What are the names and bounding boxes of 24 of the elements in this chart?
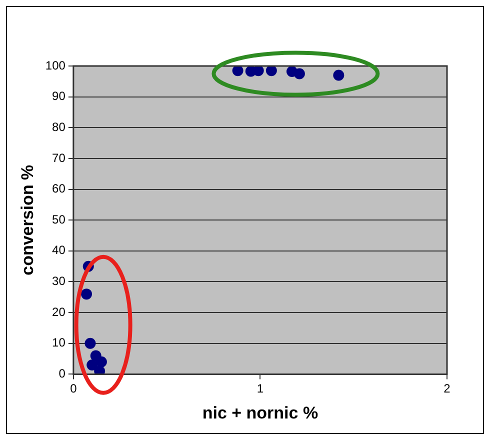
x-tick-label: 2 — [444, 382, 451, 396]
y-tick-label: 50 — [52, 212, 66, 226]
y-tick-label: 30 — [52, 274, 66, 288]
y-tick-label: 80 — [52, 120, 66, 134]
y-tick-label: 10 — [52, 336, 66, 350]
point — [96, 356, 107, 368]
x-tick-label: 1 — [256, 382, 264, 396]
y-tick-label: 100 — [45, 58, 66, 72]
point — [294, 68, 305, 80]
y-tick-label: 0 — [58, 366, 66, 381]
y-tick-label: 60 — [52, 182, 66, 196]
point — [80, 288, 92, 300]
x-tick-label: 0 — [70, 382, 78, 396]
y-axis-title: conversion % — [18, 164, 37, 276]
y-tick-label: 40 — [52, 243, 66, 258]
y-tick-label: 70 — [52, 150, 66, 165]
point — [84, 338, 96, 349]
point — [252, 66, 264, 76]
point — [333, 70, 344, 81]
point — [232, 66, 244, 76]
y-tick-label: 90 — [52, 89, 66, 104]
y-tick-label: 20 — [52, 304, 66, 319]
x-axis-title: nic + nornic % — [202, 403, 318, 422]
point — [266, 66, 277, 76]
